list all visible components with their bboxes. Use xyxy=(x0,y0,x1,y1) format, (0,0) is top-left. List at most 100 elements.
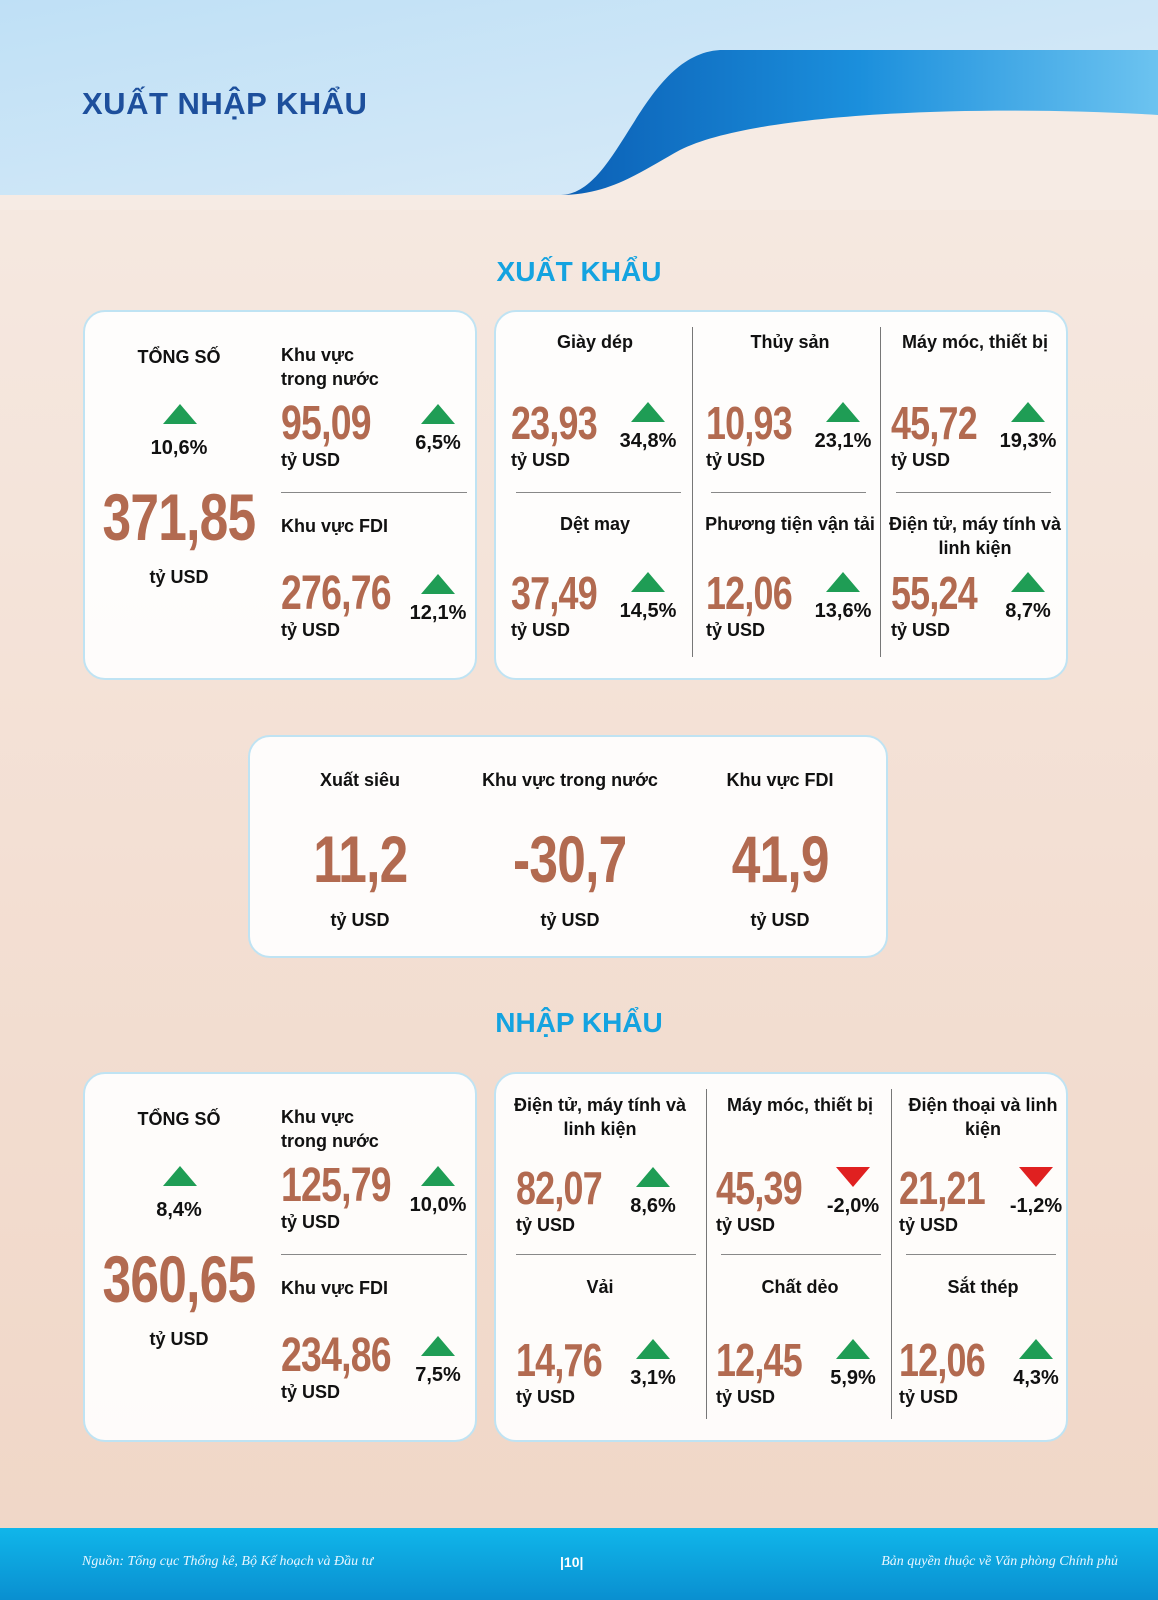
export-total-change: 10,6% xyxy=(150,437,208,459)
import-item: Chất dẻo 12,45 tỷ USD 5,9% xyxy=(710,1275,890,1450)
item-label: Giày dép xyxy=(556,332,634,352)
item-value: 12,06 xyxy=(899,1334,986,1386)
up-arrow-icon xyxy=(836,1339,870,1359)
export-fdi-unit: tỷ USD xyxy=(281,620,341,640)
item-unit: tỷ USD xyxy=(716,1215,776,1235)
divider xyxy=(281,492,467,493)
surplus-item: Xuất siêu 11,2 tỷ USD xyxy=(270,768,450,931)
export-item: Dệt may 37,49 tỷ USD 14,5% xyxy=(505,512,685,687)
export-fdi-value: 276,76 xyxy=(281,567,392,620)
item-change: 19,3% xyxy=(999,430,1057,452)
item-unit: tỷ USD xyxy=(891,450,951,470)
export-items-card xyxy=(494,310,1068,680)
item-value: 37,49 xyxy=(511,567,598,619)
up-arrow-icon xyxy=(163,1166,197,1186)
item-value: 12,45 xyxy=(716,1334,803,1386)
import-item: Điện tử, máy tính và linh kiện 82,07 tỷ … xyxy=(510,1093,690,1268)
surplus-item: Khu vực trong nước -30,7 tỷ USD xyxy=(480,768,660,931)
item-label: Vải xyxy=(586,1277,614,1297)
divider xyxy=(721,1254,881,1255)
item-unit: tỷ USD xyxy=(516,1387,576,1407)
up-arrow-icon xyxy=(1019,1339,1053,1359)
surplus-label: Xuất siêu xyxy=(319,770,401,790)
item-unit: tỷ USD xyxy=(706,450,766,470)
import-fdi-unit: tỷ USD xyxy=(281,1382,341,1402)
surplus-value: -30,7 xyxy=(513,822,627,896)
import-total-label: TỔNG SỐ xyxy=(137,1109,221,1129)
divider xyxy=(906,1254,1056,1255)
divider xyxy=(711,492,866,493)
item-label: Điện thoại và linh kiện xyxy=(908,1095,1058,1139)
surplus-item: Khu vực FDI 41,9 tỷ USD xyxy=(690,768,870,931)
item-change: 34,8% xyxy=(619,430,677,452)
export-fdi-label: Khu vực FDI xyxy=(281,516,389,536)
import-item: Vải 14,76 tỷ USD 3,1% xyxy=(510,1275,690,1450)
item-label: Máy móc, thiết bị xyxy=(726,1095,874,1115)
export-domestic-label: Khu vực trong nước xyxy=(281,345,379,389)
divider xyxy=(706,1089,707,1419)
divider xyxy=(692,327,693,657)
import-domestic-change: 10,0% xyxy=(409,1194,467,1216)
import-fdi-label: Khu vực FDI xyxy=(281,1278,389,1298)
import-item: Điện thoại và linh kiện 21,21 tỷ USD -1,… xyxy=(893,1093,1073,1268)
export-total-value: 371,85 xyxy=(102,480,257,554)
item-unit: tỷ USD xyxy=(706,620,766,640)
export-item: Phương tiện vận tải 12,06 tỷ USD 13,6% xyxy=(700,512,880,687)
item-change: 4,3% xyxy=(1013,1367,1059,1389)
item-change: 13,6% xyxy=(814,600,872,622)
item-change: 23,1% xyxy=(814,430,872,452)
footer-source: Nguồn: Tổng cục Thống kê, Bộ Kế hoạch và… xyxy=(82,1554,374,1569)
up-arrow-icon xyxy=(421,404,455,424)
item-label: Dệt may xyxy=(559,514,631,534)
up-arrow-icon xyxy=(826,572,860,592)
import-item: Máy móc, thiết bị 45,39 tỷ USD -2,0% xyxy=(710,1093,890,1268)
item-label: Chất dẻo xyxy=(761,1277,839,1297)
item-value: 12,06 xyxy=(706,567,793,619)
down-arrow-icon xyxy=(836,1167,870,1187)
up-arrow-icon xyxy=(1011,572,1045,592)
export-item: Giày dép 23,93 tỷ USD 34,8% xyxy=(505,330,685,505)
item-label: Máy móc, thiết bị xyxy=(901,332,1049,352)
item-label: Điện tử, máy tính và linh kiện xyxy=(513,1095,687,1139)
surplus-value: 11,2 xyxy=(312,822,408,896)
item-unit: tỷ USD xyxy=(716,1387,776,1407)
export-total-unit: tỷ USD xyxy=(149,567,209,587)
export-total-label: TỔNG SỐ xyxy=(137,347,221,367)
up-arrow-icon xyxy=(826,402,860,422)
up-arrow-icon xyxy=(163,404,197,424)
import-items-card xyxy=(494,1072,1068,1442)
surplus-unit: tỷ USD xyxy=(750,910,810,930)
item-value: 45,39 xyxy=(716,1162,803,1214)
item-value: 82,07 xyxy=(516,1162,603,1214)
export-item: Điện tử, máy tính và linh kiện 55,24 tỷ … xyxy=(885,512,1065,687)
import-section-title: NHẬP KHẨU xyxy=(495,1007,663,1038)
item-value: 21,21 xyxy=(899,1162,986,1214)
item-change: 14,5% xyxy=(619,600,677,622)
import-total-value: 360,65 xyxy=(102,1242,257,1316)
header-background xyxy=(0,0,1158,210)
item-change: 8,7% xyxy=(1005,600,1051,622)
item-label: Điện tử, máy tính và linh kiện xyxy=(888,514,1062,558)
import-total-card: TỔNG SỐ 8,4% 360,65 tỷ USD Khu vực trong… xyxy=(83,1072,477,1442)
up-arrow-icon xyxy=(636,1339,670,1359)
page-number: |10| xyxy=(560,1554,584,1570)
surplus-label: Khu vực trong nước xyxy=(482,770,658,790)
up-arrow-icon xyxy=(421,1336,455,1356)
import-domestic-unit: tỷ USD xyxy=(281,1212,341,1232)
up-arrow-icon xyxy=(636,1167,670,1187)
up-arrow-icon xyxy=(421,1166,455,1186)
export-total-card: TỔNG SỐ 10,6% 371,85 tỷ USD Khu vực tron… xyxy=(83,310,477,680)
trade-surplus-card xyxy=(248,735,888,958)
item-unit: tỷ USD xyxy=(899,1387,959,1407)
item-change: -1,2% xyxy=(1009,1195,1063,1217)
footer-copyright: Bản quyền thuộc về Văn phòng Chính phủ xyxy=(881,1554,1118,1569)
item-change: 8,6% xyxy=(630,1195,676,1217)
item-unit: tỷ USD xyxy=(511,620,571,640)
item-unit: tỷ USD xyxy=(516,1215,576,1235)
import-total-change: 8,4% xyxy=(156,1199,202,1221)
item-value: 10,93 xyxy=(706,397,793,449)
up-arrow-icon xyxy=(421,574,455,594)
footer: Nguồn: Tổng cục Thống kê, Bộ Kế hoạch và… xyxy=(0,1528,1158,1600)
import-total-unit: tỷ USD xyxy=(149,1329,209,1349)
up-arrow-icon xyxy=(631,572,665,592)
